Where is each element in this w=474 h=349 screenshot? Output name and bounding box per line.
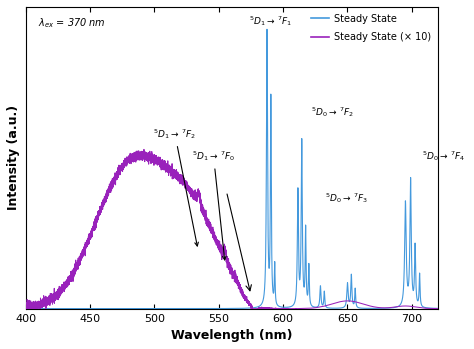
- Text: $^5D_0 \to\, ^7F_4$: $^5D_0 \to\, ^7F_4$: [422, 149, 465, 163]
- Text: $^5D_0 \to\, ^7F_2$: $^5D_0 \to\, ^7F_2$: [311, 105, 355, 119]
- X-axis label: Wavelength (nm): Wavelength (nm): [171, 329, 292, 342]
- Text: $^5D_1 \to\, ^7F_2$: $^5D_1 \to\, ^7F_2$: [154, 127, 198, 246]
- Text: $^5D_0 \to\, ^7F_3$: $^5D_0 \to\, ^7F_3$: [325, 191, 368, 205]
- Legend: Steady State, Steady State (× 10): Steady State, Steady State (× 10): [308, 10, 435, 46]
- Text: $^5D_1 \to\, ^7F_1$: $^5D_1 \to\, ^7F_1$: [249, 14, 292, 28]
- Text: $\lambda_{ex}$ = 370 nm: $\lambda_{ex}$ = 370 nm: [38, 16, 106, 30]
- Text: $^5D_1 \to\, ^7F_0$: $^5D_1 \to\, ^7F_0$: [192, 149, 235, 260]
- Y-axis label: Intensity (a.u.): Intensity (a.u.): [7, 105, 20, 210]
